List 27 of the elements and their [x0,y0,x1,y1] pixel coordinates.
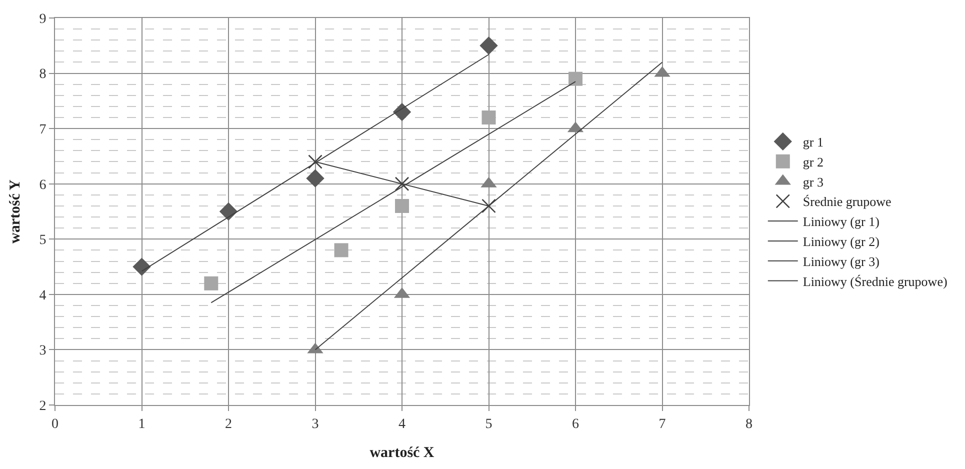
y-tick-label: 4 [39,288,46,304]
y-tick-label: 5 [39,233,46,248]
x-tick-label: 4 [398,416,406,432]
x-tick-label: 2 [225,416,232,432]
x-tick-label: 1 [138,416,146,432]
y-tick-label: 3 [39,344,46,359]
y-tick-label: 9 [39,12,46,27]
y-axis-title: wartość Y [7,179,24,244]
y-tick-label: 2 [39,398,46,414]
legend-label: Liniowy (gr 2) [802,234,880,250]
legend-label: Średnie grupowe [802,194,892,210]
x-axis-title: wartość X [370,444,434,461]
y-tick-label: 7 [39,122,46,138]
legend-label: gr 1 [802,134,824,150]
x-tick-label: 6 [572,416,579,432]
legend-label: gr 2 [802,154,824,170]
legend-label: Liniowy (Średnie grupowe) [802,274,948,289]
x-tick-label: 0 [52,416,58,432]
x-tick-label: 7 [658,416,666,432]
legend-label: gr 3 [802,174,824,190]
y-tick-label: 8 [39,67,46,82]
y-tick-label: 6 [39,178,46,193]
x-tick-label: 8 [746,416,752,432]
legend-label: Liniowy (gr 1) [802,214,880,230]
x-tick-label: 3 [312,416,319,432]
x-tick-label: 5 [485,416,492,432]
legend-label: Liniowy (gr 3) [802,254,880,269]
